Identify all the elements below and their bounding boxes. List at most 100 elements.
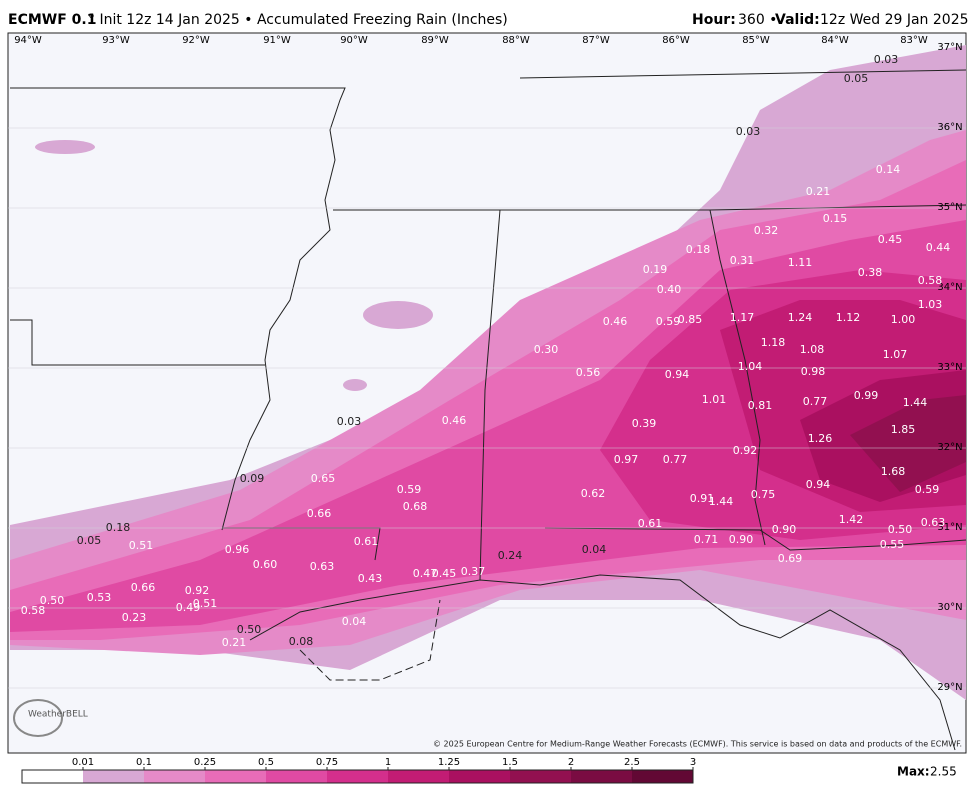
- colorbar-tick-label: 1.5: [502, 757, 518, 768]
- longitude-label: 84°W: [821, 35, 849, 46]
- colorbar-tick-label: 1: [385, 757, 391, 768]
- value-label: 0.03: [337, 415, 362, 428]
- title: ° Init 12z 14 Jan 2025 • Accumulated Fre…: [88, 12, 508, 28]
- colorbar-swatch: [571, 770, 632, 783]
- value-label: 0.59: [915, 483, 940, 496]
- colorbar-swatch: [83, 770, 144, 783]
- value-label: 0.43: [358, 572, 383, 585]
- value-label: 0.08: [289, 635, 314, 648]
- value-label: 0.49: [176, 601, 201, 614]
- value-label: 1.03: [918, 298, 943, 311]
- value-label: 0.45: [878, 233, 903, 246]
- value-label: 0.58: [918, 274, 943, 287]
- colorbar-swatch: [388, 770, 449, 783]
- value-label: 1.24: [788, 311, 813, 324]
- hour-label: Hour:: [692, 12, 736, 28]
- value-label: 0.18: [686, 243, 711, 256]
- shade-blob: [35, 140, 95, 154]
- value-label: 0.81: [748, 399, 773, 412]
- latitude-label: 32°N: [937, 442, 962, 453]
- colorbar-frame: [21, 769, 694, 784]
- state-border: [333, 209, 501, 581]
- colorbar-tick-label: 0.5: [258, 757, 274, 768]
- longitude-label: 87°W: [582, 35, 610, 46]
- value-label: 1.85: [891, 423, 916, 436]
- state-border: [519, 69, 967, 79]
- value-label: 0.05: [844, 72, 869, 85]
- value-label: 0.61: [638, 517, 663, 530]
- longitude-label: 86°W: [662, 35, 690, 46]
- longitude-label: 85°W: [742, 35, 770, 46]
- value-label: 0.91: [690, 492, 715, 505]
- shade-blob: [363, 301, 433, 329]
- max-label: Max:: [897, 765, 930, 779]
- longitude-label: 93°W: [102, 35, 130, 46]
- value-label: 0.92: [733, 444, 758, 457]
- value-label: 0.75: [751, 488, 776, 501]
- freezing-rain-shading: [10, 45, 966, 700]
- value-label: 0.98: [801, 365, 826, 378]
- value-label: 0.50: [40, 594, 65, 607]
- value-label: 0.30: [534, 343, 559, 356]
- value-label: 0.63: [921, 516, 946, 529]
- value-label: 0.37: [461, 565, 486, 578]
- latitude-label: 37°N: [937, 42, 962, 53]
- value-label: 0.77: [803, 395, 828, 408]
- value-label: 0.47: [413, 567, 438, 580]
- value-label: 0.96: [225, 543, 250, 556]
- value-label: 1.18: [761, 336, 786, 349]
- value-label: 0.97: [614, 453, 639, 466]
- value-label: 0.85: [678, 313, 703, 326]
- state-border: [709, 204, 967, 211]
- value-label: 0.09: [240, 472, 265, 485]
- colorbar-swatch: [327, 770, 388, 783]
- value-label: 0.59: [397, 483, 422, 496]
- colorbar-tick-label: 2.5: [624, 757, 640, 768]
- value-label: 0.55: [880, 538, 905, 551]
- value-label: 0.39: [632, 417, 657, 430]
- shade-blob: [343, 379, 367, 391]
- value-label: 0.63: [310, 560, 335, 573]
- value-label: 0.69: [778, 552, 803, 565]
- value-label: 1.01: [702, 393, 727, 406]
- value-label: 0.45: [432, 567, 457, 580]
- value-label: 0.15: [823, 212, 848, 225]
- value-label: 1.44: [903, 396, 928, 409]
- longitude-label: 83°W: [900, 35, 928, 46]
- longitude-label: 91°W: [263, 35, 291, 46]
- credit: © 2025 European Centre for Medium-Range …: [433, 740, 962, 749]
- colorbar-swatch: [510, 770, 571, 783]
- value-label: 0.03: [736, 125, 761, 138]
- value-label: 1.68: [881, 465, 906, 478]
- value-label: 0.38: [858, 266, 883, 279]
- value-label: 1.26: [808, 432, 833, 445]
- state-border: [10, 319, 265, 366]
- colorbar-swatch: [266, 770, 327, 783]
- value-label: 0.62: [581, 487, 606, 500]
- value-label: 0.04: [582, 543, 607, 556]
- value-label: 1.08: [800, 343, 825, 356]
- value-label: 0.61: [354, 535, 379, 548]
- value-label: 0.66: [131, 581, 156, 594]
- longitude-label: 94°W: [14, 35, 42, 46]
- colorbar-swatch: [205, 770, 266, 783]
- value-label: 1.17: [730, 311, 755, 324]
- value-label: 1.42: [839, 513, 864, 526]
- value-label: 0.66: [307, 507, 332, 520]
- value-label: 0.53: [87, 591, 112, 604]
- value-label: 0.31: [730, 254, 755, 267]
- colorbar-swatch: [632, 770, 693, 783]
- value-label: 0.94: [806, 478, 831, 491]
- value-label: 0.59: [656, 315, 681, 328]
- value-label: 1.11: [788, 256, 813, 269]
- value-label: 0.51: [193, 597, 218, 610]
- value-label: 0.05: [77, 534, 102, 547]
- coastline: [299, 599, 441, 681]
- logo-swirl: [13, 699, 63, 737]
- logo: WeatherBELL: [28, 710, 88, 720]
- longitude-label: 89°W: [421, 35, 449, 46]
- colorbar-tick-label: 2: [568, 757, 574, 768]
- value-label: 0.44: [926, 241, 951, 254]
